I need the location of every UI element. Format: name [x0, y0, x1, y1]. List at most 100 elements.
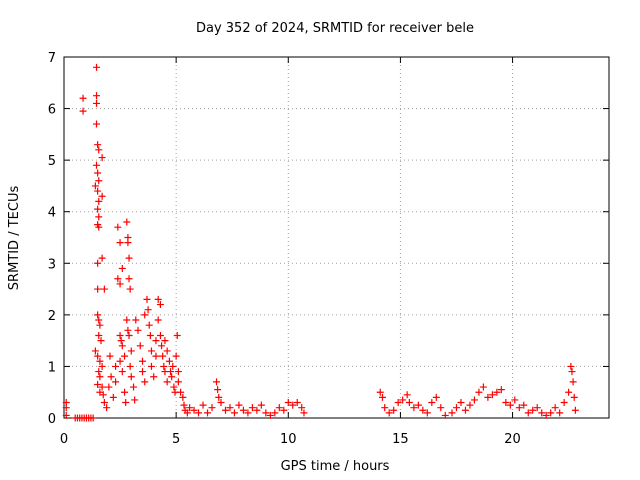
data-point	[165, 357, 173, 365]
data-point	[568, 368, 576, 376]
data-point	[118, 342, 126, 350]
data-point	[118, 264, 126, 272]
data-point	[511, 396, 519, 404]
data-point	[94, 311, 102, 319]
data-point	[127, 373, 135, 381]
data-point	[98, 192, 106, 200]
data-point	[248, 404, 256, 412]
data-point	[177, 388, 185, 396]
data-point	[173, 331, 181, 339]
data-point	[95, 146, 103, 154]
data-point	[125, 254, 133, 262]
data-point	[150, 373, 158, 381]
data-point	[145, 321, 153, 329]
data-point	[565, 388, 573, 396]
data-point	[138, 368, 146, 376]
data-point	[410, 404, 418, 412]
data-point	[230, 409, 238, 417]
data-point	[154, 316, 162, 324]
data-point	[103, 404, 111, 412]
data-point	[475, 388, 483, 396]
data-point	[143, 295, 151, 303]
data-point	[159, 352, 167, 360]
data-point	[190, 406, 198, 414]
data-point	[300, 409, 308, 417]
data-point	[405, 399, 413, 407]
data-point	[126, 362, 134, 370]
data-point	[116, 280, 124, 288]
data-point	[538, 409, 546, 417]
data-point	[257, 401, 265, 409]
data-point	[437, 404, 445, 412]
data-point	[144, 306, 152, 314]
data-point	[97, 337, 105, 345]
data-point	[161, 337, 169, 345]
data-point	[186, 404, 194, 412]
data-point	[168, 373, 176, 381]
data-point	[235, 401, 243, 409]
x-tick-label: 15	[392, 432, 409, 447]
data-point	[488, 391, 496, 399]
data-point	[403, 391, 411, 399]
data-point	[271, 409, 279, 417]
data-point	[169, 362, 177, 370]
data-point	[452, 404, 460, 412]
data-point	[98, 362, 106, 370]
grid-lines	[64, 57, 609, 418]
x-tick-label: 0	[60, 432, 68, 447]
data-point	[226, 404, 234, 412]
data-point	[99, 391, 107, 399]
data-point	[94, 259, 102, 267]
data-point	[89, 414, 97, 422]
data-point	[94, 141, 102, 149]
data-point	[134, 326, 142, 334]
data-point	[179, 393, 187, 401]
data-point	[100, 399, 108, 407]
data-point	[199, 401, 207, 409]
data-point	[195, 409, 203, 417]
data-point	[114, 223, 122, 231]
data-point	[180, 401, 188, 409]
data-point	[91, 182, 99, 190]
data-point	[117, 337, 125, 345]
data-point	[93, 63, 101, 71]
data-point	[125, 331, 133, 339]
data-point	[91, 347, 99, 355]
data-point	[448, 409, 456, 417]
data-point	[94, 169, 102, 177]
data-point	[172, 352, 180, 360]
data-point	[147, 362, 155, 370]
data-point	[423, 409, 431, 417]
data-point	[560, 399, 568, 407]
data-point	[174, 378, 182, 386]
data-point	[98, 154, 106, 162]
data-point	[567, 362, 575, 370]
data-point	[298, 404, 306, 412]
data-point	[156, 301, 164, 309]
data-point	[520, 401, 528, 409]
data-point	[381, 404, 389, 412]
data-point	[542, 411, 550, 419]
data-point	[570, 393, 578, 401]
y-tick-label: 2	[48, 309, 56, 324]
data-point	[93, 161, 101, 169]
data-point	[127, 347, 135, 355]
data-point	[118, 368, 126, 376]
data-point	[132, 316, 140, 324]
data-point	[96, 357, 104, 365]
data-point	[136, 342, 144, 350]
data-point	[390, 406, 398, 414]
data-point	[141, 378, 149, 386]
data-point	[556, 409, 564, 417]
data-point	[524, 409, 532, 417]
y-tick-label: 0	[48, 412, 56, 427]
data-point	[174, 368, 182, 376]
data-point	[502, 399, 510, 407]
data-point	[123, 218, 131, 226]
data-point	[262, 409, 270, 417]
data-point	[551, 404, 559, 412]
data-point	[93, 92, 101, 100]
data-point	[94, 285, 102, 293]
data-point	[515, 404, 523, 412]
data-point	[213, 378, 221, 386]
